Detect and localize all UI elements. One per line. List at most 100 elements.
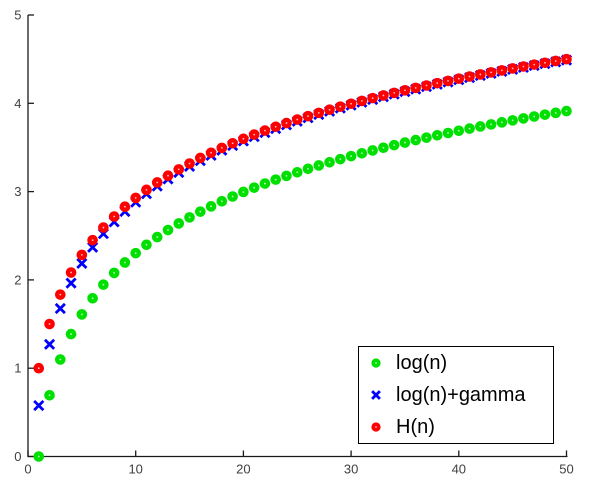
marker-center-dot (339, 158, 342, 161)
marker-center-dot (414, 86, 417, 89)
marker-center-dot (436, 82, 439, 85)
x-marker (76, 257, 88, 270)
marker-center-dot (307, 115, 309, 118)
marker-center-dot (350, 155, 352, 158)
y-tick-label: 4 (14, 96, 21, 111)
marker-center-dot (457, 77, 460, 80)
marker-center-dot (91, 239, 94, 242)
y-tick-label: 1 (14, 361, 21, 376)
marker-center-dot (360, 152, 363, 155)
series-log-n- (33, 105, 572, 462)
marker-center-dot (48, 394, 51, 397)
marker-center-dot (242, 137, 245, 140)
marker-center-dot (220, 200, 223, 203)
marker-center-dot (80, 253, 83, 256)
marker-center-dot (468, 75, 471, 78)
marker-center-dot (393, 91, 396, 94)
marker-center-dot (522, 117, 525, 120)
marker-center-dot (37, 455, 40, 458)
legend-label-log-n: log(n) (396, 352, 448, 374)
x-tick-label: 0 (24, 462, 31, 477)
marker-center-dot (124, 261, 126, 264)
marker-center-dot (296, 118, 299, 121)
legend-label-h-n: H(n) (396, 416, 435, 438)
blue-x-marker-icon (371, 390, 381, 400)
x-tick-label: 50 (559, 462, 573, 477)
marker-center-dot (533, 115, 536, 118)
marker-center-dot (199, 157, 202, 159)
marker-center-dot (285, 174, 288, 177)
marker-center-dot (457, 129, 460, 132)
marker-center-dot (220, 146, 223, 149)
marker-center-dot (134, 196, 137, 199)
y-tick-label: 3 (14, 184, 21, 199)
marker-center-dot (565, 110, 568, 112)
marker-center-dot (264, 182, 266, 185)
series-h-n- (33, 53, 572, 374)
marker-center-dot (210, 151, 212, 154)
marker-center-dot (382, 146, 385, 149)
marker-center-dot (188, 162, 191, 165)
marker-center-dot (156, 236, 159, 238)
x-tick-label: 40 (452, 462, 466, 477)
marker-center-dot (253, 186, 256, 189)
marker-center-dot (375, 426, 377, 428)
marker-center-dot (231, 195, 234, 198)
legend-row-log-n-gamma: log(n)+gamma (359, 379, 553, 411)
marker-center-dot (167, 229, 169, 231)
marker-center-dot (91, 297, 94, 300)
marker-center-dot (522, 65, 525, 68)
x-tick-label: 30 (344, 462, 358, 477)
y-tick-label: 5 (14, 8, 21, 23)
x-marker (33, 399, 45, 412)
marker-center-dot (124, 205, 126, 208)
marker-center-dot (544, 113, 546, 116)
green-circle-marker-icon (371, 358, 381, 368)
marker-center-dot (404, 89, 406, 92)
marker-center-dot (48, 323, 51, 325)
marker-center-dot (296, 171, 299, 174)
legend: log(n) log(n)+gamma H(n) (358, 346, 554, 444)
x-marker (371, 390, 381, 400)
marker-center-dot (554, 60, 557, 62)
marker-center-dot (102, 226, 105, 229)
marker-center-dot (447, 80, 449, 82)
marker-center-dot (339, 105, 342, 108)
marker-center-dot (242, 191, 245, 193)
marker-center-dot (468, 127, 471, 130)
marker-center-dot (533, 63, 536, 66)
marker-center-dot (414, 139, 417, 141)
marker-center-dot (70, 271, 72, 274)
marker-center-dot (490, 123, 493, 126)
x-marker (65, 277, 77, 289)
marker-center-dot (199, 210, 202, 213)
x-tick-label: 20 (236, 462, 250, 477)
marker-center-dot (188, 216, 191, 219)
marker-center-dot (544, 61, 546, 64)
marker-center-dot (350, 102, 352, 105)
marker-center-dot (371, 97, 374, 100)
marker-center-dot (59, 293, 62, 296)
marker-center-dot (404, 141, 406, 144)
marker-center-dot (307, 167, 309, 170)
marker-center-dot (145, 188, 148, 191)
marker-center-dot (447, 132, 449, 134)
legend-row-h-n: H(n) (359, 411, 553, 443)
marker-center-dot (436, 134, 439, 137)
marker-center-dot (134, 252, 137, 255)
marker-center-dot (554, 111, 557, 114)
marker-center-dot (511, 119, 514, 122)
marker-center-dot (210, 205, 212, 208)
marker-center-dot (264, 129, 266, 132)
marker-center-dot (425, 84, 428, 87)
marker-center-dot (382, 94, 385, 97)
marker-center-dot (113, 215, 116, 218)
marker-center-dot (490, 71, 493, 74)
marker-center-dot (37, 367, 40, 370)
marker-center-dot (253, 133, 256, 136)
marker-center-dot (500, 69, 503, 72)
x-marker (54, 302, 66, 315)
marker-center-dot (371, 149, 374, 152)
